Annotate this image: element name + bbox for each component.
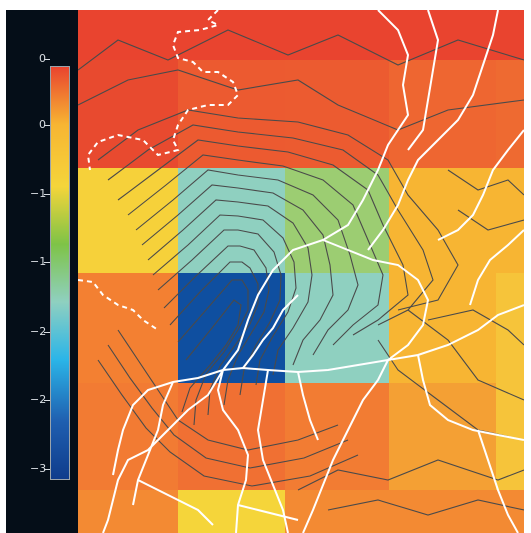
- contour-line: [147, 199, 313, 376]
- colorbar-tick-mark: [44, 262, 50, 263]
- grid-cell: [78, 60, 178, 168]
- boundary-line: [477, 429, 519, 533]
- boundary-line: [137, 479, 214, 526]
- boundary-line: [407, 10, 440, 151]
- boundary-line: [132, 381, 174, 506]
- contour-line: [327, 499, 524, 516]
- grid-cell: [78, 383, 178, 490]
- boundary-line: [302, 359, 389, 533]
- colorbar-tick-mark: [44, 400, 50, 401]
- contour-line: [457, 209, 524, 231]
- boundary-line: [417, 354, 524, 441]
- grid-cell: [78, 490, 178, 533]
- contour-line: [97, 109, 459, 311]
- grid-cell: [389, 490, 496, 533]
- contour-line: [447, 169, 524, 196]
- colorbar-tick-label: −2: [30, 393, 47, 406]
- boundary-line: [322, 239, 430, 361]
- boundary-line: [256, 369, 289, 533]
- grid-cell: [78, 10, 178, 60]
- contour-line: [141, 184, 334, 366]
- contour-line: [97, 359, 359, 487]
- grid-cell: [285, 273, 389, 383]
- grid-cell: [78, 168, 178, 273]
- colorbar-tick-label: −2: [30, 325, 47, 338]
- grid-cell: [285, 490, 389, 533]
- grid-cell: [285, 383, 389, 490]
- colorbar-panel: 0 0 −1 −1 −2 −2 −3: [6, 10, 78, 533]
- grid-cell: [178, 168, 285, 273]
- grid-cell: [496, 10, 524, 60]
- dashed-boundary-layer: [78, 10, 240, 331]
- boundary-line: [112, 369, 224, 476]
- contour-line: [117, 329, 339, 451]
- boundary-line: [237, 504, 299, 521]
- colorbar-tick-label: 0: [39, 52, 46, 65]
- colorbar-tick-mark: [44, 469, 50, 470]
- contour-line: [157, 229, 282, 396]
- boundary-line: [102, 369, 224, 533]
- contour-line: [177, 279, 249, 426]
- contour-line: [117, 139, 409, 336]
- colorbar-tick-label: 0: [39, 118, 46, 131]
- grid-cell: [178, 273, 285, 383]
- boundary-line: [242, 294, 299, 369]
- heatmap-map: [78, 10, 524, 533]
- boundary-line: [437, 129, 524, 241]
- contour-line: [297, 459, 524, 491]
- dashed-boundary-line: [78, 279, 159, 331]
- colorbar-tick-mark: [44, 332, 50, 333]
- boundary-line: [222, 10, 410, 371]
- grid-cell: [496, 273, 524, 383]
- boundary-line: [367, 10, 499, 251]
- colorbar-tick-label: −1: [30, 187, 47, 200]
- colorbar-tick-label: −3: [30, 462, 47, 475]
- boundary-lines-layer: [102, 10, 524, 533]
- grid-cells-layer: [78, 10, 524, 533]
- boundary-line: [216, 369, 250, 533]
- grid-cell: [496, 168, 524, 273]
- contour-line: [407, 309, 524, 401]
- contour-line: [181, 299, 242, 413]
- grid-cell: [285, 168, 389, 273]
- colorbar-tick-mark: [44, 59, 50, 60]
- grid-cell: [178, 10, 285, 60]
- colorbar-tick-mark: [44, 194, 50, 195]
- boundary-line: [222, 304, 524, 374]
- boundary-line: [297, 371, 319, 441]
- contour-lines-layer: [78, 29, 524, 516]
- contour-line: [135, 169, 359, 356]
- grid-cell: [178, 490, 285, 533]
- contour-line: [127, 154, 384, 346]
- dashed-boundary-line: [86, 10, 240, 171]
- contour-line: [107, 344, 349, 469]
- map-canvas: [78, 10, 524, 533]
- contour-line: [78, 69, 524, 131]
- grid-cell: [178, 60, 285, 168]
- grid-cell: [78, 273, 178, 383]
- colorbar-tick-mark: [44, 125, 50, 126]
- boundary-line: [469, 229, 524, 306]
- grid-cell: [389, 10, 496, 60]
- grid-cell: [496, 60, 524, 168]
- contour-line: [152, 214, 297, 386]
- contour-line: [107, 124, 434, 326]
- contour-line: [78, 29, 524, 71]
- colorbar: [50, 66, 70, 480]
- grid-cell: [285, 60, 389, 168]
- colorbar-tick-label: −1: [30, 255, 47, 268]
